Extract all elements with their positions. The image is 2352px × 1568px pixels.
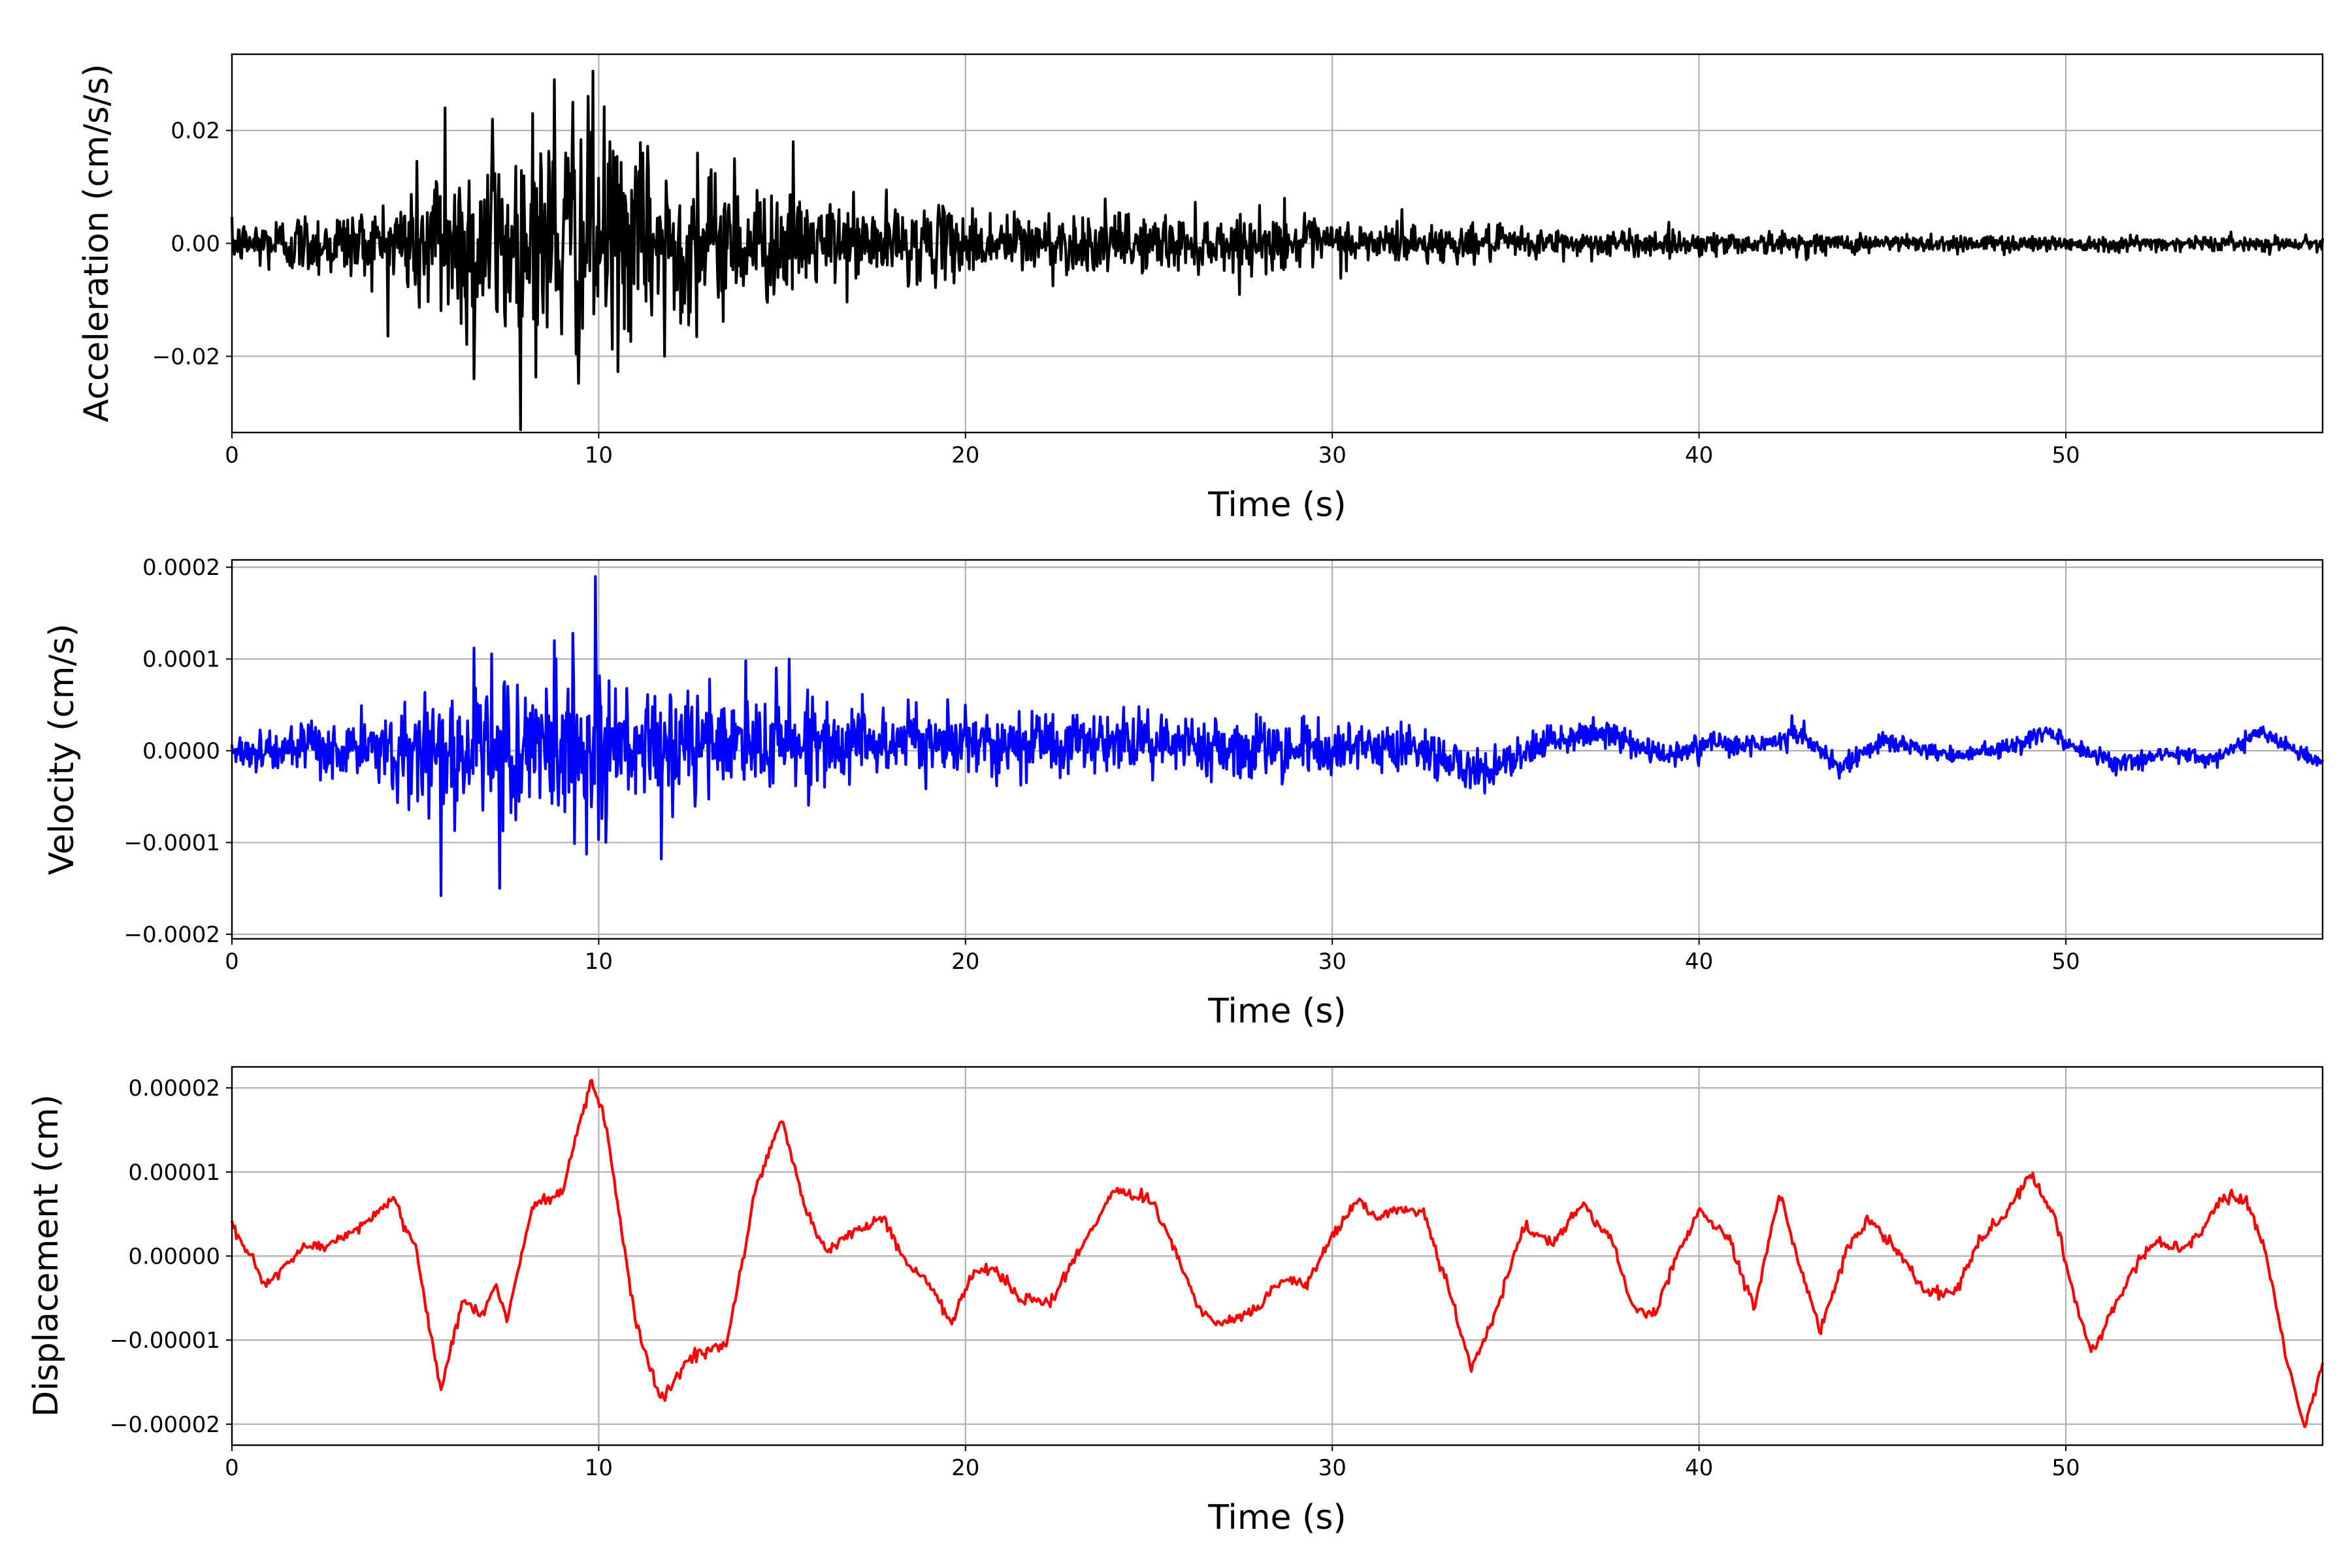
- acceleration-x-tick-label: 50: [2051, 442, 2080, 468]
- velocity-x-tick-label: 30: [1318, 949, 1347, 975]
- velocity-x-tick-label: 0: [225, 949, 239, 975]
- velocity-axes-frame: [231, 559, 2324, 940]
- acceleration-series: [230, 69, 2325, 431]
- displacement-y-tick-label: 0.00000: [128, 1244, 220, 1270]
- displacement-y-tick-label: −0.00001: [110, 1328, 220, 1354]
- displacement-x-tick-label: 40: [1685, 1455, 1713, 1481]
- velocity-y-tick-label: 0.0002: [142, 555, 220, 581]
- acceleration-x-tick-label: 30: [1318, 442, 1347, 468]
- displacement-y-tick-label: 0.00001: [128, 1160, 220, 1186]
- velocity-x-tick-label: 20: [951, 949, 979, 975]
- displacement-x-tick-label: 20: [951, 1455, 979, 1481]
- displacement-y-tick-label: −0.00002: [110, 1412, 220, 1438]
- displacement-y-tick-label: 0.00002: [128, 1075, 220, 1102]
- acceleration-series-line: [230, 69, 2325, 431]
- acceleration-x-tick-label: 0: [225, 442, 239, 468]
- acceleration-ticks: 0 10 20 30 40 50 −0.02 0.00 0.02: [152, 118, 2080, 468]
- displacement-series-line: [230, 1079, 2325, 1428]
- velocity-x-tick-label: 40: [1685, 949, 1713, 975]
- acceleration-x-axis-title: Time (s): [1207, 485, 1346, 525]
- acceleration-y-tick-label: 0.00: [171, 231, 220, 257]
- velocity-y-tick-label: 0.0001: [142, 647, 220, 673]
- acceleration-y-tick-label: −0.02: [152, 344, 220, 370]
- velocity-ticks: 0 10 20 30 40 50 −0.0002 −0.0001 0.0000 0.0001 0.0…: [124, 555, 2080, 975]
- acceleration-y-axis-title: Acceleration (cm/s/s): [77, 64, 116, 423]
- displacement-series: [230, 1079, 2325, 1428]
- acceleration-panel: 0 10 20 30 40 50 −0.02 0.00 0.02 Time (s) Accele…: [77, 53, 2325, 525]
- velocity-y-tick-label: −0.0001: [124, 830, 220, 857]
- acceleration-y-tick-label: 0.02: [171, 118, 220, 144]
- acceleration-x-tick-label: 40: [1685, 442, 1713, 468]
- displacement-x-tick-label: 50: [2051, 1455, 2080, 1481]
- velocity-x-axis-title: Time (s): [1207, 992, 1346, 1031]
- displacement-x-tick-label: 0: [225, 1455, 239, 1481]
- velocity-x-tick-label: 10: [585, 949, 613, 975]
- displacement-x-tick-label: 30: [1318, 1455, 1347, 1481]
- displacement-ticks: 0 10 20 30 40 50 −0.00002 −0.00001 0.00000 0.0000…: [110, 1075, 2080, 1481]
- displacement-grid: [231, 1067, 2323, 1445]
- displacement-y-axis-title: Displacement (cm): [27, 1094, 66, 1417]
- velocity-series-line: [230, 575, 2325, 898]
- velocity-y-axis-title: Velocity (cm/s): [42, 624, 82, 875]
- displacement-x-tick-label: 10: [585, 1455, 613, 1481]
- velocity-y-tick-label: −0.0002: [124, 922, 220, 948]
- displacement-panel: 0 10 20 30 40 50 −0.00002 −0.00001 0.00000 0.0000…: [27, 1066, 2325, 1537]
- displacement-x-axis-title: Time (s): [1207, 1498, 1346, 1537]
- velocity-y-tick-label: 0.0000: [142, 738, 220, 764]
- acceleration-x-tick-label: 10: [585, 442, 613, 468]
- velocity-series: [230, 575, 2325, 898]
- acceleration-x-tick-label: 20: [951, 442, 979, 468]
- velocity-panel: 0 10 20 30 40 50 −0.0002 −0.0001 0.0000 0.0001 0.0…: [42, 555, 2325, 1031]
- velocity-x-tick-label: 50: [2051, 949, 2080, 975]
